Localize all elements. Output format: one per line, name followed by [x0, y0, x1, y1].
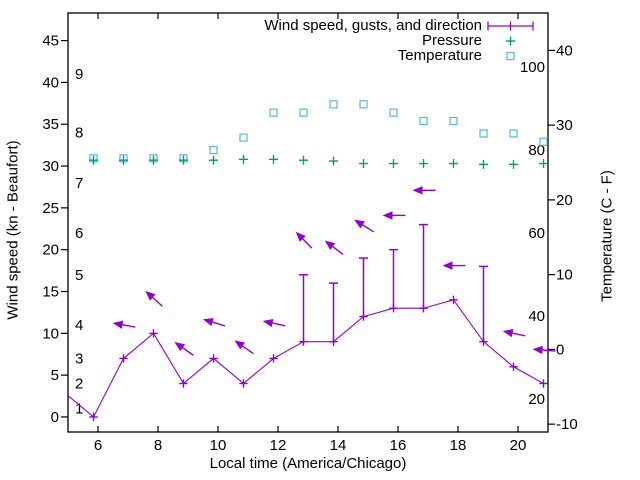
svg-text:0: 0 [51, 409, 59, 426]
right-axis-celsius: -10 0 10 20 30 40 [548, 42, 578, 433]
plot-border [67, 12, 549, 433]
svg-text:35: 35 [42, 116, 59, 133]
wind-arrow-icon [502, 328, 526, 338]
right-axis-fahrenheit: 20 40 60 80 100 [520, 59, 545, 408]
temperature-series [89, 100, 548, 163]
svg-text:40: 40 [528, 308, 545, 325]
svg-text:4: 4 [75, 317, 83, 334]
legend-key-samples [487, 21, 534, 61]
svg-text:3: 3 [75, 350, 83, 367]
svg-text:10: 10 [42, 325, 59, 342]
left-y-axis-label: Wind speed (kn - Beaufort) [4, 140, 22, 320]
svg-text:16: 16 [390, 437, 407, 454]
left-axis-beaufort: 1 2 3 4 5 6 7 8 9 [75, 66, 83, 418]
svg-text:-10: -10 [556, 416, 578, 433]
wind-arrow-icon [295, 231, 313, 249]
wind-arrow-icon [262, 318, 286, 328]
svg-text:20: 20 [528, 391, 545, 408]
wind-arrow-icon [532, 345, 556, 355]
legend: Wind speed, gusts, and direction Pressur… [264, 18, 482, 63]
wind-arrow-icon [234, 340, 254, 355]
wind-arrow-icon [112, 320, 136, 329]
svg-text:8: 8 [75, 125, 83, 142]
svg-text:25: 25 [42, 200, 59, 217]
right-y-axis-label: Temperature (C - F) [598, 170, 616, 302]
wind-arrow-icon [442, 261, 466, 270]
left-axis-knots: 0 5 10 15 20 25 30 35 40 45 [42, 33, 68, 426]
svg-text:18: 18 [450, 437, 467, 454]
svg-text:20: 20 [556, 192, 573, 209]
svg-text:8: 8 [154, 437, 162, 454]
svg-text:5: 5 [75, 267, 83, 284]
svg-text:10: 10 [210, 437, 227, 454]
svg-text:45: 45 [42, 33, 59, 50]
x-axis-label: Local time (America/Chicago) [209, 455, 407, 472]
wind-arrow-icon [145, 290, 163, 307]
wind-arrow-icon [382, 211, 406, 220]
svg-text:30: 30 [42, 158, 59, 175]
svg-text:6: 6 [94, 437, 102, 454]
svg-text:30: 30 [556, 117, 573, 134]
svg-text:6: 6 [75, 225, 83, 242]
wind-arrow-icon [412, 186, 436, 195]
svg-text:5: 5 [51, 367, 59, 384]
svg-text:12: 12 [270, 437, 287, 454]
svg-text:7: 7 [75, 175, 83, 192]
svg-text:15: 15 [42, 283, 59, 300]
svg-text:0: 0 [556, 341, 564, 358]
legend-label-temperature: Temperature [397, 47, 482, 64]
svg-text:40: 40 [42, 74, 59, 91]
wind-arrow-icon [202, 318, 226, 327]
pressure-series [89, 154, 548, 169]
svg-text:1: 1 [75, 401, 83, 418]
svg-text:20: 20 [42, 242, 59, 259]
legend-label-pressure: Pressure [421, 32, 482, 49]
wind-point-markers [89, 295, 548, 422]
svg-text:10: 10 [556, 267, 573, 284]
svg-text:100: 100 [520, 59, 545, 76]
x-axis-ticks: 6 8 10 12 14 16 18 20 [94, 13, 527, 454]
wind-arrow-icon [174, 342, 194, 356]
gust-bars [299, 223, 488, 342]
wind-arrow-icon [354, 219, 375, 233]
svg-text:20: 20 [510, 437, 527, 454]
legend-label-wind: Wind speed, gusts, and direction [264, 17, 482, 34]
wind-arrow-icon [324, 240, 344, 255]
svg-text:60: 60 [528, 225, 545, 242]
svg-text:9: 9 [75, 66, 83, 83]
wind-direction-arrows [112, 186, 556, 356]
svg-text:14: 14 [330, 437, 347, 454]
svg-text:40: 40 [556, 42, 573, 59]
svg-text:80: 80 [528, 142, 545, 159]
svg-text:2: 2 [75, 375, 83, 392]
